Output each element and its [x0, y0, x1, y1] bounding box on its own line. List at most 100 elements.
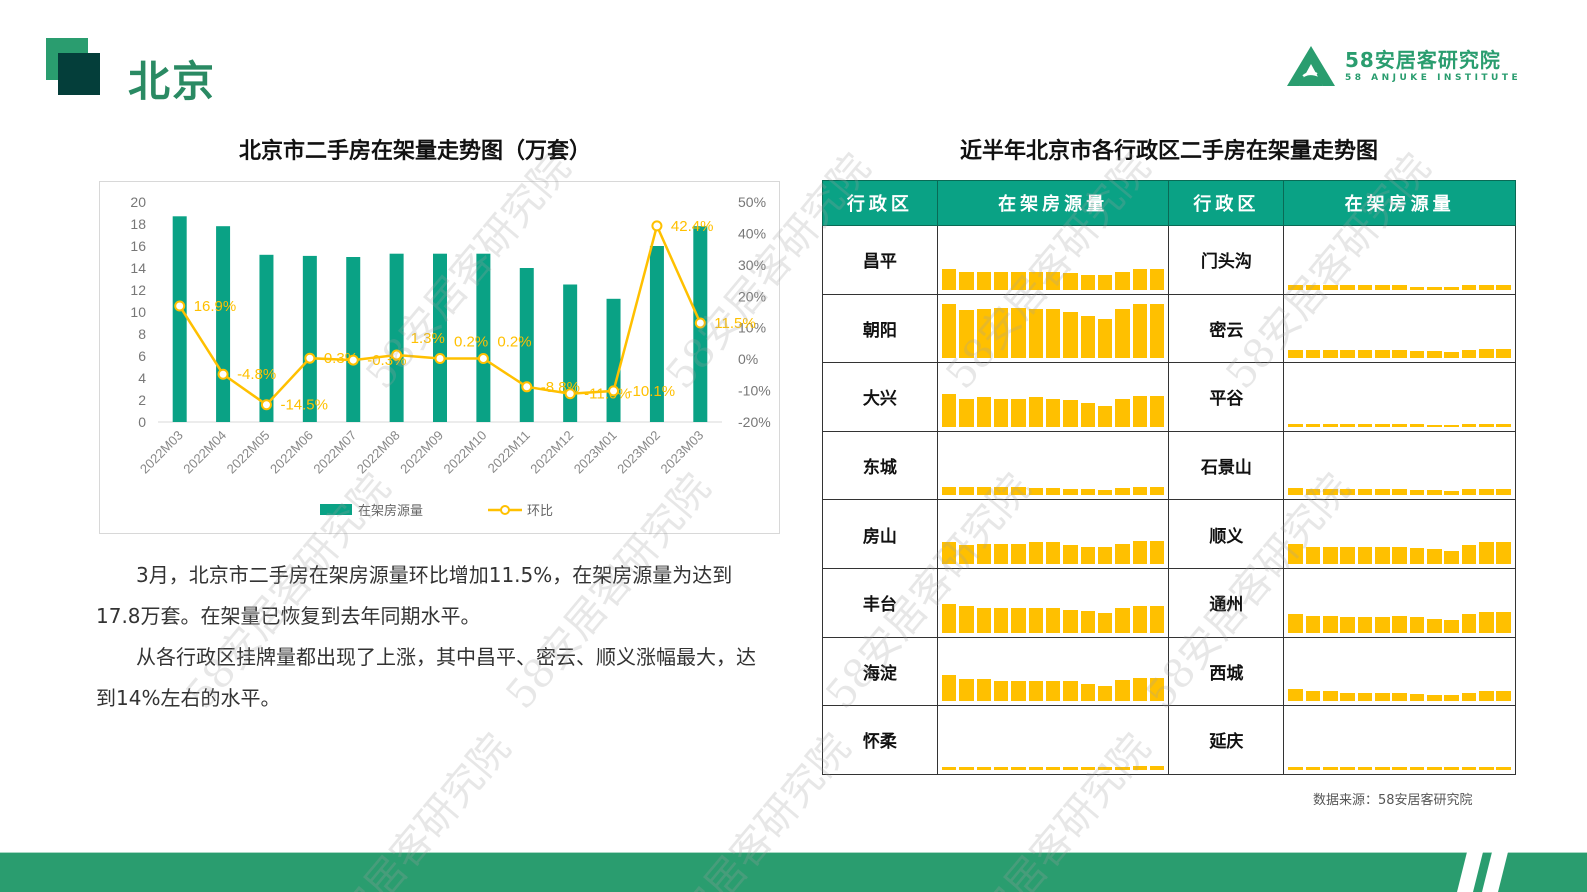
sparkline-bar	[1357, 767, 1373, 770]
sparkline-bar	[1288, 767, 1303, 770]
sparkline-cell	[1283, 225, 1516, 295]
sparkline-bar	[1132, 396, 1148, 427]
left-axis-tick: 10	[130, 304, 146, 320]
mom-label: -4.8%	[237, 366, 276, 383]
x-axis-tick: 2022M12	[527, 428, 576, 477]
sparkline	[941, 436, 1165, 496]
sparkline-bar	[1011, 486, 1026, 496]
x-axis-tick: 2022M04	[180, 428, 229, 477]
sparkline-bar	[1080, 316, 1096, 359]
district-name: 延庆	[1168, 705, 1285, 775]
sparkline-bar	[1288, 613, 1303, 633]
sparkline-bar	[1097, 685, 1113, 702]
district-name: 昌平	[822, 225, 938, 295]
sparkline-bar	[1479, 767, 1494, 770]
x-axis-tick: 2022M05	[224, 428, 273, 477]
mom-label: -10.1%	[628, 383, 676, 400]
mom-label: 0.2%	[497, 334, 531, 351]
sparkline-bar	[1045, 607, 1061, 633]
sparkline-bar	[1461, 424, 1477, 427]
sparkline-bar	[1288, 689, 1303, 702]
mom-point	[651, 220, 663, 232]
mom-point	[304, 352, 316, 364]
sparkline-bar	[941, 675, 957, 702]
sparkline-bar	[976, 767, 992, 770]
x-axis-tick: 2022M09	[397, 428, 446, 477]
sparkline-bar	[1149, 269, 1165, 290]
x-axis-tick: 2022M07	[310, 428, 359, 477]
sparkline-bar	[1097, 275, 1113, 290]
legend-bar-label: 在架房源量	[358, 503, 423, 519]
district-name: 朝阳	[822, 293, 938, 364]
sparkline-bar	[1063, 488, 1078, 496]
sparkline-bar	[1011, 543, 1026, 564]
table-body: 昌平 门头沟 朝阳 密云 大兴 平谷 东城 石景山 房山 顺义 丰台 通州 海淀 西城 怀柔 延庆	[822, 225, 1516, 775]
sparkline-bar	[1045, 271, 1061, 290]
brand-name-cn: 58安居客研究院	[1345, 48, 1501, 72]
left-axis-tick: 12	[130, 282, 146, 298]
sparkline-bar	[1115, 399, 1130, 427]
sparkline-bar	[1323, 767, 1338, 770]
sparkline-bar	[1028, 681, 1044, 702]
brand-logo: 58安居客研究院 58 ANJUKE INSTITUTE	[1285, 44, 1521, 88]
sparkline-bar	[1323, 349, 1338, 359]
sparkline-bar	[1323, 615, 1338, 633]
sparkline-bar	[1340, 616, 1355, 633]
sparkline-bar	[1132, 766, 1148, 770]
sparkline-bar	[1011, 607, 1026, 633]
sparkline-bar	[1080, 274, 1096, 290]
sparkline-bar	[941, 542, 957, 564]
sparkline-bar	[1409, 547, 1425, 564]
sparkline-bar	[993, 543, 1009, 564]
listing-bar	[302, 255, 317, 422]
district-name: 海淀	[822, 636, 938, 707]
footer-slash-decor	[1482, 852, 1508, 892]
sparkline-bar	[1427, 286, 1442, 290]
sparkline-bar	[1288, 543, 1303, 564]
sparkline-bar	[1496, 767, 1511, 770]
sparkline-bar	[1409, 616, 1425, 633]
analysis-paragraph-1: 3月，北京市二手房在架房源量环比增加11.5%，在架房源量为达到17.8万套。在…	[96, 563, 733, 628]
sparkline-bar	[1045, 309, 1061, 359]
sparkline-bar	[1357, 285, 1373, 290]
sparkline-cell	[1283, 362, 1516, 432]
sparkline-cell	[936, 567, 1170, 638]
table-row: 东城 石景山	[822, 430, 1516, 501]
sparkline-bar	[1409, 767, 1425, 770]
x-axis-tick: 2022M06	[267, 428, 316, 477]
sparkline-bar	[1392, 546, 1407, 564]
table-row: 昌平 门头沟	[822, 225, 1516, 295]
sparkline-bar	[1461, 349, 1477, 359]
sparkline-bar	[1305, 546, 1321, 564]
right-chart-title: 近半年北京市各行政区二手房在架量走势图	[959, 139, 1378, 164]
sparkline-bar	[1028, 397, 1044, 427]
sparkline	[941, 710, 1165, 770]
sparkline-bar	[1097, 406, 1113, 427]
sparkline-bar	[1392, 285, 1407, 290]
sparkline-bar	[1496, 285, 1511, 290]
table-row: 房山 顺义	[822, 499, 1516, 569]
sparkline-bar	[976, 309, 992, 359]
sparkline-bar	[1063, 609, 1078, 633]
sparkline-bar	[1427, 351, 1442, 359]
right-axis-tick: 30%	[738, 257, 766, 273]
sparkline-bar	[1115, 309, 1130, 359]
sparkline-bar	[1080, 488, 1096, 496]
mom-label: 16.9%	[194, 298, 237, 315]
sparkline-bar	[1305, 615, 1321, 633]
x-axis-tick: 2023M01	[571, 428, 620, 477]
sparkline-bar	[1097, 767, 1113, 770]
sparkline-bar	[959, 606, 974, 633]
sparkline-bar	[993, 486, 1009, 496]
sparkline	[941, 504, 1165, 564]
x-axis-tick: 2023M03	[657, 428, 706, 477]
table-row: 丰台 通州	[822, 567, 1516, 638]
sparkline-bar	[1444, 286, 1459, 290]
sparkline-bar	[1479, 424, 1494, 427]
mom-point	[217, 368, 229, 380]
sparkline-bar	[1427, 424, 1442, 427]
sparkline-bar	[1340, 767, 1355, 770]
sparkline-bar	[1305, 489, 1321, 496]
x-axis-tick: 2023M02	[614, 428, 663, 477]
mom-point	[608, 385, 620, 397]
